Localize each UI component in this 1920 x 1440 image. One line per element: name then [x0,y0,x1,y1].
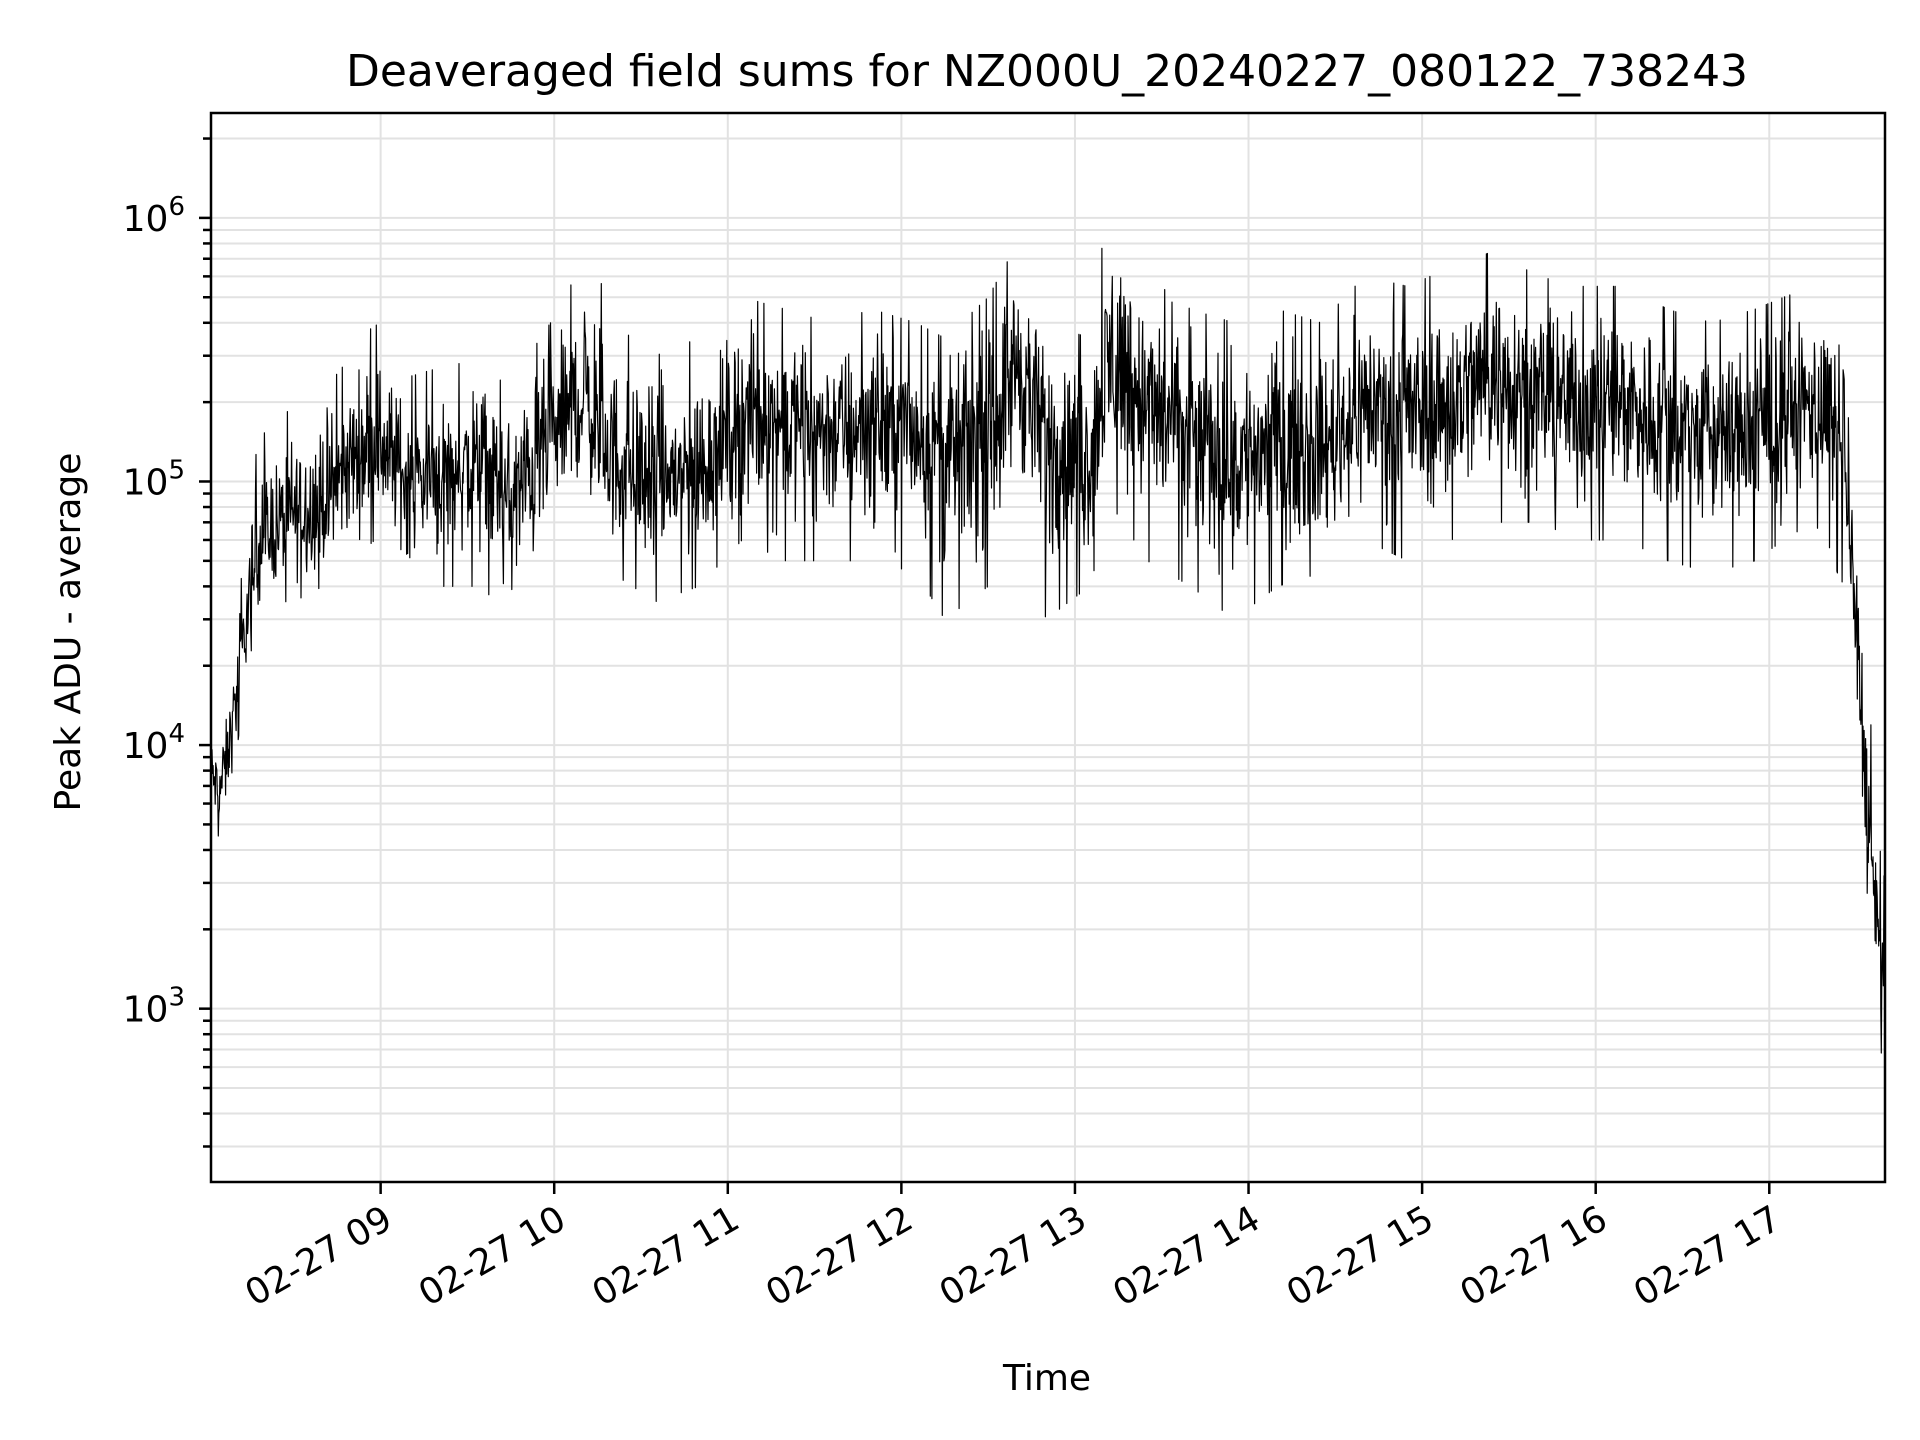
x-tick-label: 02-27 11 [586,1198,747,1314]
x-tick-label: 02-27 17 [1627,1198,1788,1314]
x-axis-ticks: 02-27 09 02-27 10 02-27 11 02-27 12 02-27 13… [238,1182,1788,1315]
grid [211,113,1885,1182]
x-tick-label: 02-27 12 [759,1198,920,1314]
x-tick-label: 02-27 14 [1106,1198,1267,1314]
data-series [210,247,1886,1054]
chart-title: Deaveraged field sums for NZ000U_2024022… [346,46,1748,97]
plot-frame [209,111,1887,1184]
x-tick-label: 02-27 15 [1280,1198,1441,1314]
data-series-line [210,247,1886,1054]
x-tick-label: 02-27 13 [933,1198,1094,1314]
x-tick-label: 02-27 16 [1454,1198,1615,1314]
x-tick-label: 02-27 10 [412,1198,573,1314]
x-axis-label: Time [1002,1358,1091,1399]
y-axis-label: Peak ADU - average [48,453,89,812]
y-tick-label: 103 [123,983,185,1031]
y-axis-ticks: 103 104 105 106 [123,137,211,1148]
x-tick-label: 02-27 09 [238,1198,399,1314]
y-tick-label: 104 [123,719,185,767]
y-tick-label: 105 [123,455,185,503]
y-tick-label: 106 [123,192,185,240]
